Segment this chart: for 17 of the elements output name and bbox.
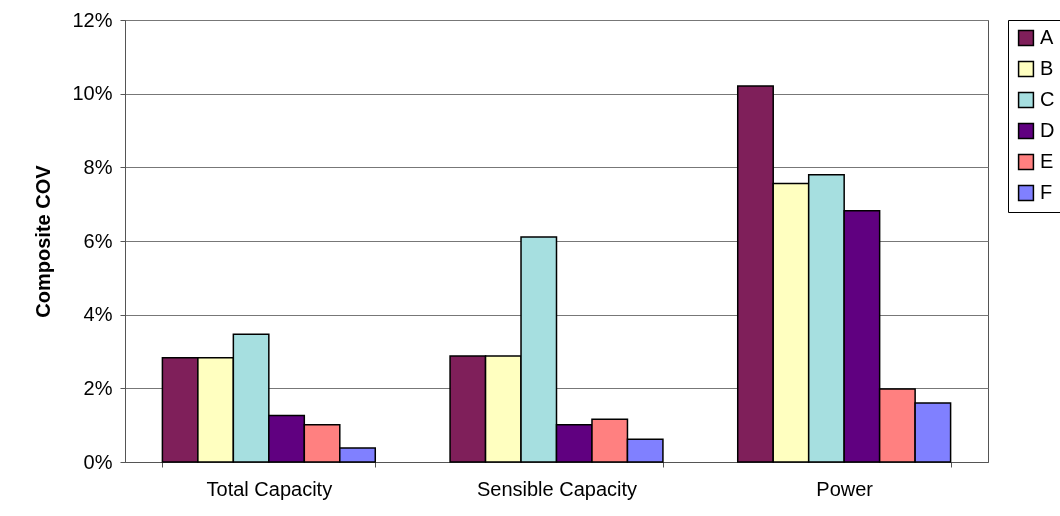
legend-label: A [1040,26,1054,48]
y-tick-label: 4% [83,303,113,326]
legend-label: E [1040,150,1054,172]
legend-label: F [1040,181,1053,203]
legend-label: B [1040,57,1054,79]
x-tick-label: Sensible Capacity [476,477,638,500]
y-axis-title: Composite COV [32,164,55,318]
y-tick-label: 12% [72,8,113,31]
x-tick-label: Total Capacity [206,477,333,500]
y-tick-label: 2% [83,376,113,399]
y-tick-label: 10% [72,82,113,105]
y-tick-label: 6% [83,229,113,252]
x-tick-label: Power [816,477,874,500]
y-tick-label: 0% [83,450,113,473]
legend-label: D [1040,119,1055,141]
y-tick-label: 8% [83,155,113,178]
legend-label: C [1040,88,1055,110]
